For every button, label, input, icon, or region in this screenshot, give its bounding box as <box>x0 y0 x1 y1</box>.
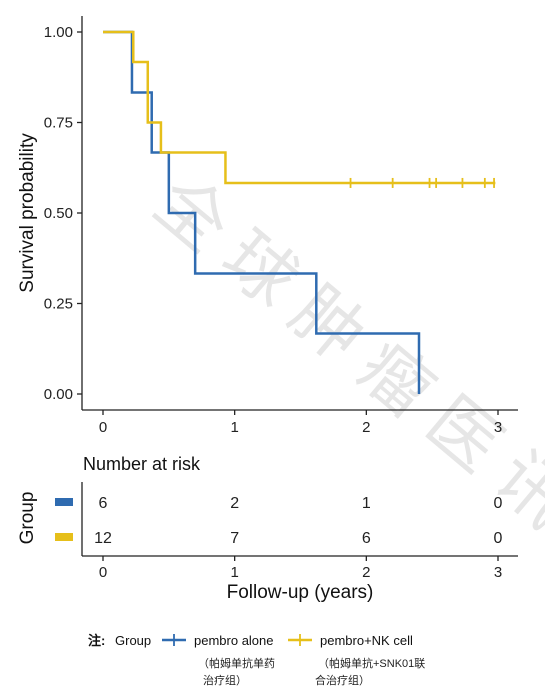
risk-row-key <box>55 533 73 541</box>
risk-count: 2 <box>230 495 239 512</box>
y-tick-label: 0.00 <box>44 386 73 403</box>
survival-curve-pembro-alone <box>103 30 421 394</box>
risk-count: 6 <box>99 495 108 512</box>
x-ticks: 0 1 2 3 <box>99 410 502 436</box>
risk-rows: 6 2 1 0 12 7 6 0 <box>55 495 503 547</box>
y-axis-title: Survival probability <box>17 133 38 293</box>
x-tick-label: 0 <box>99 419 107 436</box>
risk-x-ticks: 0 1 2 3 <box>99 556 502 581</box>
survival-curve-pembro-nk <box>103 30 496 185</box>
legend-sublabel-pembro-alone-1: （帕姆单抗单药 <box>198 656 275 670</box>
risk-x-tick-label: 0 <box>99 564 107 581</box>
y-ticks: 0.00 0.25 0.50 0.75 1.00 <box>44 24 82 403</box>
risk-count: 1 <box>362 495 371 512</box>
legend-item-pembro-nk: pembro+NK cell （帕姆单抗+SNK01联 合治疗组） <box>288 633 425 687</box>
risk-x-tick-label: 2 <box>362 564 370 581</box>
legend-sublabel-pembro-nk-2: 合治疗组） <box>315 673 370 687</box>
risk-count: 12 <box>94 530 112 547</box>
legend-label-pembro-alone: pembro alone <box>194 633 274 648</box>
y-tick-label: 0.75 <box>44 115 73 132</box>
legend-group-label: Group <box>115 633 151 648</box>
x-tick-label: 3 <box>494 419 502 436</box>
risk-x-tick-label: 3 <box>494 564 502 581</box>
risk-table-title: Number at risk <box>83 454 201 474</box>
x-tick-label: 1 <box>230 419 238 436</box>
x-axis-title: Follow-up (years) <box>227 582 374 603</box>
legend-sublabel-pembro-nk-1: （帕姆单抗+SNK01联 <box>318 656 425 670</box>
km-plot: Survival probability 0.00 0.25 0.50 0.75 1.0… <box>17 16 518 436</box>
risk-table-group-label: Group <box>17 492 38 545</box>
legend-item-pembro-alone: pembro alone （帕姆单抗单药 治疗组） <box>162 633 275 687</box>
y-tick-label: 0.25 <box>44 296 73 313</box>
risk-count: 6 <box>362 530 371 547</box>
legend-label-pembro-nk: pembro+NK cell <box>320 633 413 648</box>
legend: 注: Group pembro alone （帕姆单抗单药 治疗组） pembr… <box>88 633 425 687</box>
risk-x-tick-label: 1 <box>230 564 238 581</box>
risk-row-key <box>55 498 73 506</box>
risk-count: 0 <box>494 530 503 547</box>
y-tick-label: 0.50 <box>44 205 73 222</box>
risk-count: 7 <box>230 530 239 547</box>
risk-count: 0 <box>494 495 503 512</box>
survival-curves <box>103 30 496 394</box>
y-tick-label: 1.00 <box>44 24 73 41</box>
x-tick-label: 2 <box>362 419 370 436</box>
legend-sublabel-pembro-alone-2: 治疗组） <box>203 673 247 687</box>
legend-note-label: 注: <box>88 633 105 648</box>
